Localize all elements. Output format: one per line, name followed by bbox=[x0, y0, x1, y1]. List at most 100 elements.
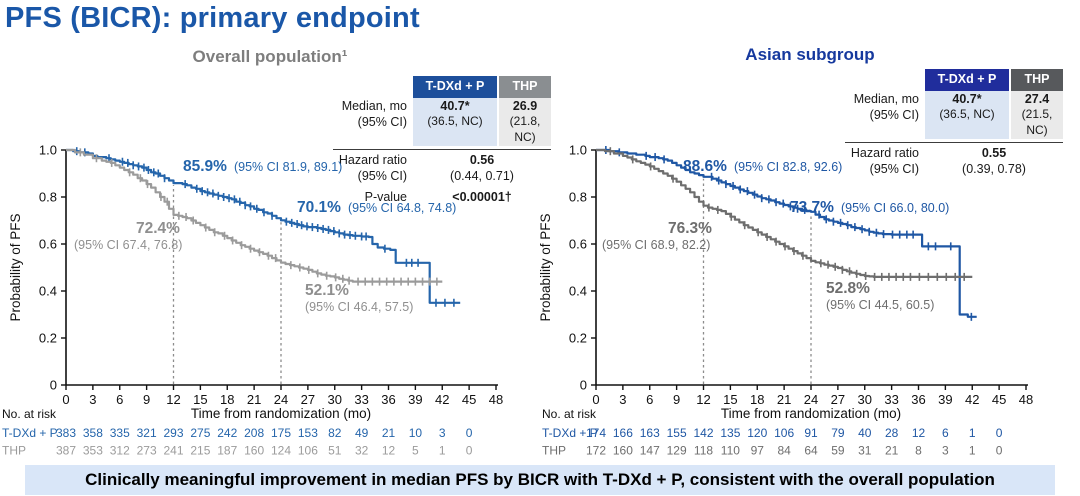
risk-row-label: THP bbox=[2, 444, 26, 458]
risk-count: 358 bbox=[83, 426, 103, 440]
risk-count: 387 bbox=[56, 444, 76, 458]
risk-count: 64 bbox=[804, 444, 818, 458]
risk-count: 21 bbox=[885, 444, 899, 458]
risk-table-header: No. at risk bbox=[2, 407, 57, 421]
x-tick-label: 21 bbox=[777, 392, 791, 407]
risk-count: 97 bbox=[751, 444, 765, 458]
risk-count: 175 bbox=[271, 426, 291, 440]
risk-count: 0 bbox=[996, 426, 1003, 440]
x-tick-label: 9 bbox=[143, 392, 150, 407]
y-tick-label: 0.6 bbox=[569, 237, 587, 252]
slide-title: PFS (BICR): primary endpoint bbox=[5, 2, 420, 34]
stat-label-median-ci: (95% CI) bbox=[357, 115, 407, 129]
x-axis-title: Time from randomization (mo) bbox=[721, 406, 901, 421]
stats-divider bbox=[333, 148, 551, 150]
x-tick-label: 18 bbox=[220, 392, 234, 407]
risk-count: 353 bbox=[83, 444, 103, 458]
risk-row-label: THP bbox=[542, 444, 566, 458]
stat-label-hr-ci: (95% CI) bbox=[869, 162, 919, 177]
stat-label-median: Median, mo bbox=[853, 91, 919, 106]
x-tick-label: 42 bbox=[435, 392, 449, 407]
risk-count: 82 bbox=[328, 426, 342, 440]
y-tick-label: 0.6 bbox=[39, 237, 57, 252]
y-tick-label: 0.2 bbox=[39, 331, 57, 346]
risk-count: 124 bbox=[271, 444, 291, 458]
x-tick-label: 45 bbox=[462, 392, 476, 407]
risk-count: 91 bbox=[804, 426, 818, 440]
landmark-annotation: 73.7% (95% CI 66.0, 80.0) bbox=[790, 199, 949, 216]
x-tick-label: 27 bbox=[831, 392, 845, 407]
takeaway-banner: Clinically meaningful improvement in med… bbox=[25, 465, 1055, 495]
landmark-annotation-ci: (95% CI 46.4, 57.5) bbox=[305, 300, 413, 314]
landmark-annotation-pct: 52.1% bbox=[305, 282, 349, 299]
risk-count: 40 bbox=[858, 426, 872, 440]
risk-count: 8 bbox=[915, 444, 922, 458]
x-tick-label: 12 bbox=[166, 392, 180, 407]
km-curve-thp bbox=[596, 148, 973, 278]
risk-count: 160 bbox=[244, 444, 264, 458]
panel-title-overall: Overall population¹ bbox=[192, 47, 348, 66]
risk-row-label: T-DXd + P bbox=[542, 426, 598, 440]
stat-median-ci-thp: (21.8, NC) bbox=[497, 114, 551, 146]
x-tick-label: 21 bbox=[247, 392, 261, 407]
risk-count: 51 bbox=[328, 444, 342, 458]
stats-corner bbox=[845, 69, 925, 91]
risk-count: 275 bbox=[190, 426, 210, 440]
risk-count: 215 bbox=[190, 444, 210, 458]
risk-count: 118 bbox=[694, 444, 713, 458]
landmark-annotation-pct: 72.4% bbox=[136, 220, 180, 237]
risk-count: 3 bbox=[439, 426, 446, 440]
risk-count: 12 bbox=[912, 426, 926, 440]
arm-header-thp: THP bbox=[1009, 69, 1063, 91]
x-tick-label: 15 bbox=[193, 392, 207, 407]
y-tick-label: 0.2 bbox=[569, 331, 587, 346]
risk-count: 129 bbox=[667, 444, 687, 458]
risk-count: 155 bbox=[667, 426, 687, 440]
risk-count: 0 bbox=[466, 426, 473, 440]
risk-count: 153 bbox=[298, 426, 318, 440]
risk-count: 172 bbox=[586, 444, 606, 458]
stat-label-hr: Hazard ratio bbox=[338, 152, 407, 167]
stat-median-thp: 26.9 bbox=[497, 97, 551, 114]
landmark-annotation: 70.1% (95% CI 64.8, 74.8) bbox=[297, 199, 456, 216]
arm-header-tdxd: T-DXd + P bbox=[925, 69, 1009, 91]
x-tick-label: 42 bbox=[965, 392, 979, 407]
x-tick-label: 27 bbox=[301, 392, 315, 407]
stat-median-ci-tdxd: (36.5, NC) bbox=[413, 114, 497, 146]
stat-pvalue: <0.00001† bbox=[452, 189, 512, 204]
risk-count: 106 bbox=[298, 444, 318, 458]
stat-median-tdxd: 40.7* bbox=[925, 90, 1009, 107]
stat-label-hr: Hazard ratio bbox=[850, 145, 919, 160]
stat-label-hr-ci: (95% CI) bbox=[357, 169, 407, 184]
risk-row-label: T-DXd + P bbox=[2, 426, 58, 440]
x-tick-label: 18 bbox=[750, 392, 764, 407]
x-tick-label: 24 bbox=[804, 392, 818, 407]
stat-label-pvalue: P-value bbox=[364, 189, 407, 204]
x-tick-label: 15 bbox=[723, 392, 737, 407]
risk-count: 135 bbox=[720, 426, 740, 440]
risk-count: 163 bbox=[640, 426, 660, 440]
risk-count: 28 bbox=[885, 426, 899, 440]
landmark-annotation: 85.9% (95% CI 81.9, 89.1) bbox=[183, 158, 342, 175]
stat-median-tdxd: 40.7* bbox=[413, 97, 497, 114]
x-axis-title: Time from randomization (mo) bbox=[191, 406, 371, 421]
arm-header-tdxd: T-DXd + P bbox=[413, 76, 497, 98]
x-tick-label: 0 bbox=[62, 392, 69, 407]
landmark-annotation-pct: 76.3% bbox=[668, 220, 712, 237]
risk-count: 59 bbox=[831, 444, 845, 458]
risk-count: 147 bbox=[640, 444, 660, 458]
km-curve-tdxd-p bbox=[66, 148, 461, 304]
x-tick-label: 12 bbox=[696, 392, 710, 407]
risk-count: 1 bbox=[969, 426, 976, 440]
landmark-annotation-pct: 52.8% bbox=[826, 280, 870, 297]
x-tick-label: 3 bbox=[89, 392, 96, 407]
panel-title-asian: Asian subgroup bbox=[745, 45, 875, 64]
x-tick-label: 24 bbox=[274, 392, 288, 407]
risk-count: 0 bbox=[996, 444, 1003, 458]
stat-median-ci-tdxd: (36.5, NC) bbox=[925, 107, 1009, 139]
risk-count: 383 bbox=[56, 426, 76, 440]
stats-divider bbox=[845, 141, 1063, 143]
km-curve-tdxd-p bbox=[596, 148, 977, 318]
risk-count: 187 bbox=[217, 444, 237, 458]
